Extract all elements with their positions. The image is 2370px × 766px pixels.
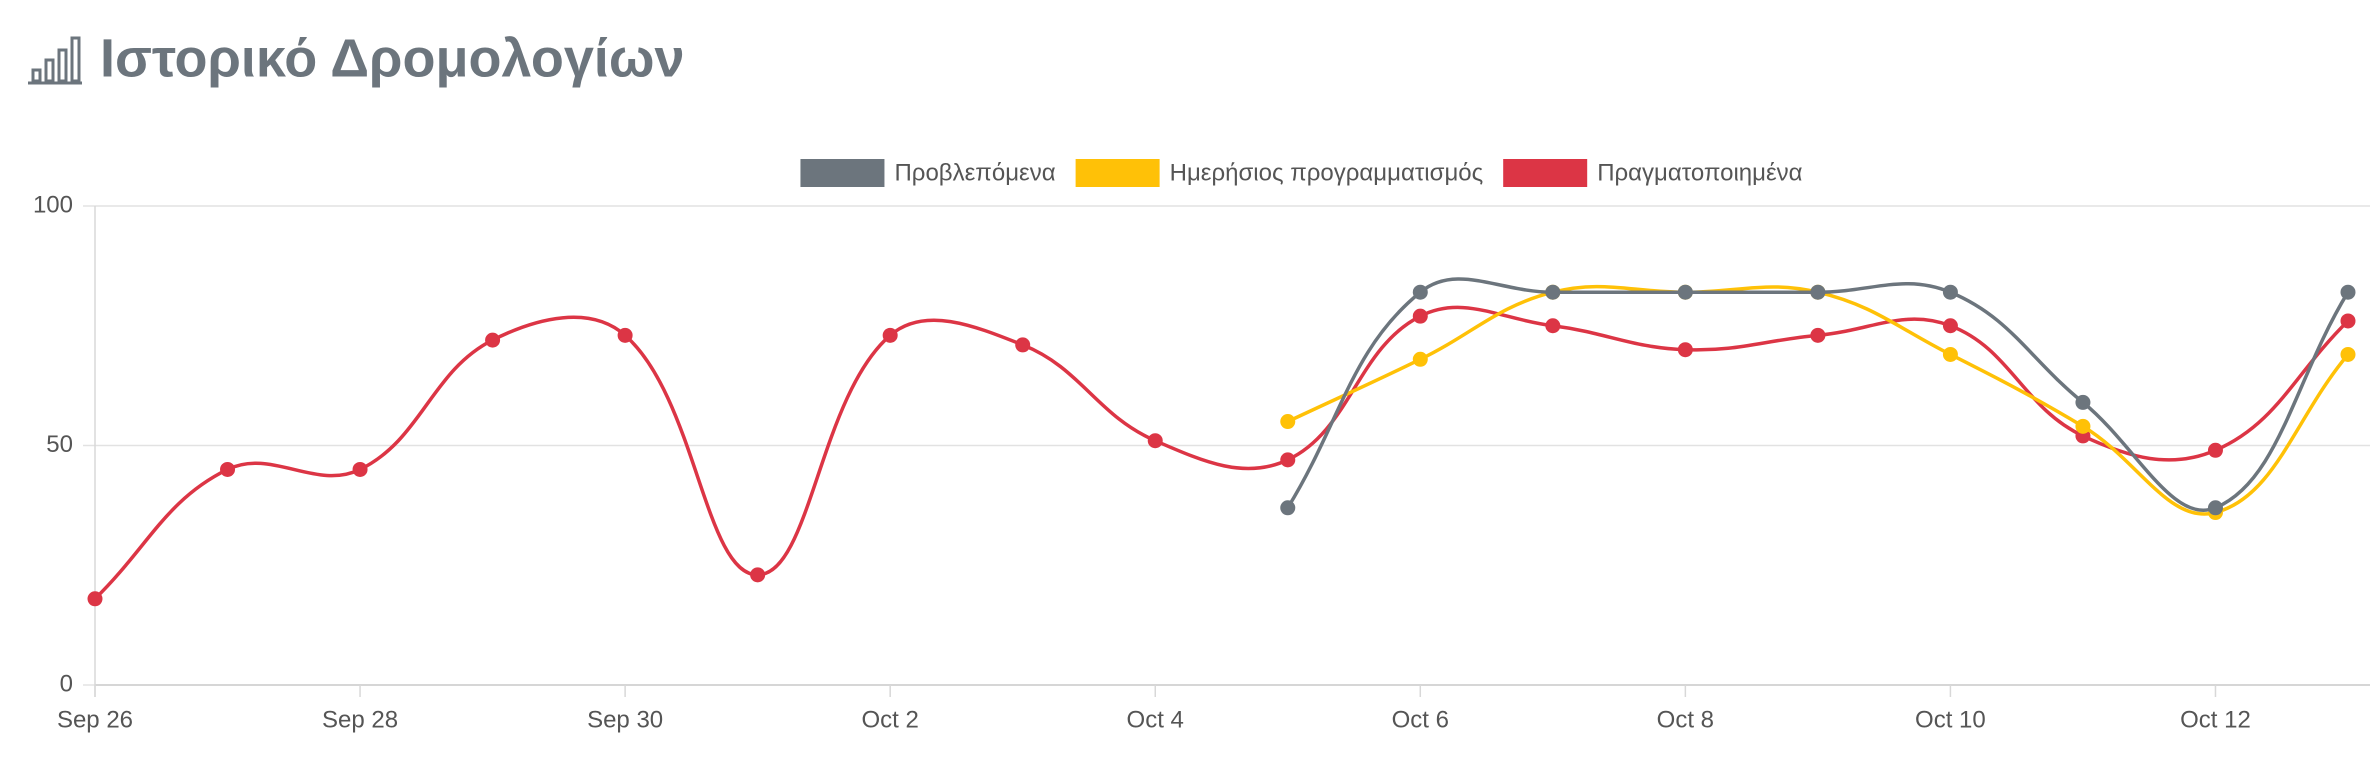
data-point [1942, 346, 1958, 362]
data-point [2340, 313, 2356, 329]
legend-swatch [800, 159, 885, 187]
legend-swatch [1503, 159, 1588, 187]
data-point [1677, 284, 1693, 300]
data-point [882, 327, 898, 343]
data-point [87, 591, 103, 607]
data-point [1412, 284, 1428, 300]
data-point [352, 461, 368, 477]
data-point [2340, 346, 2356, 362]
data-point [1412, 351, 1428, 367]
chart-title: Ιστορικό Δρομολογίων [100, 28, 685, 88]
x-tick-label: Sep 28 [322, 706, 398, 733]
data-point [2075, 418, 2091, 434]
data-point [1147, 433, 1163, 449]
y-tick-label: 100 [33, 191, 73, 218]
data-point [1942, 284, 1958, 300]
data-point [1810, 327, 1826, 343]
data-point [220, 461, 236, 477]
data-point [1677, 342, 1693, 358]
legend-label: Ημερήσιος προγραμματισμός [1170, 159, 1484, 186]
data-point [2207, 500, 2223, 516]
x-tick-label: Oct 2 [861, 706, 918, 733]
series-line [93, 305, 2350, 601]
data-point [1412, 308, 1428, 324]
x-tick-label: Sep 26 [57, 706, 133, 733]
y-tick-label: 50 [46, 431, 73, 458]
legend-label: Πραγματοποιημένα [1597, 159, 1802, 186]
series [1280, 284, 2356, 521]
data-point [617, 327, 633, 343]
data-point [1015, 337, 1031, 353]
data-point [485, 332, 501, 348]
legend: Προβλεπόμενα Ημερήσιος προγραμματισμός Πρα… [800, 159, 1803, 187]
data-point [2340, 284, 2356, 300]
data-point [1942, 318, 1958, 334]
data-point [1280, 414, 1296, 430]
title-icon [28, 36, 82, 85]
data-point [1280, 452, 1296, 468]
y-tick-label: 0 [60, 670, 73, 697]
series-line [1287, 284, 2350, 516]
data-point [1280, 500, 1296, 516]
data-point [1810, 284, 1826, 300]
x-tick-label: Oct 4 [1127, 706, 1184, 733]
series [1280, 277, 2356, 516]
x-tick-label: Oct 12 [2180, 706, 2251, 733]
data-point [1545, 284, 1561, 300]
x-tick-label: Oct 6 [1392, 706, 1449, 733]
legend-label: Προβλεπόμενα [894, 159, 1055, 186]
series [87, 305, 2356, 607]
x-tick-label: Oct 8 [1657, 706, 1714, 733]
legend-swatch [1075, 159, 1160, 187]
data-point [1545, 318, 1561, 334]
x-tick-label: Oct 10 [1915, 706, 1986, 733]
data-point [2075, 394, 2091, 410]
data-point [750, 567, 766, 583]
series-line [1286, 277, 2350, 512]
x-tick-label: Sep 30 [587, 706, 663, 733]
data-point [2207, 442, 2223, 458]
